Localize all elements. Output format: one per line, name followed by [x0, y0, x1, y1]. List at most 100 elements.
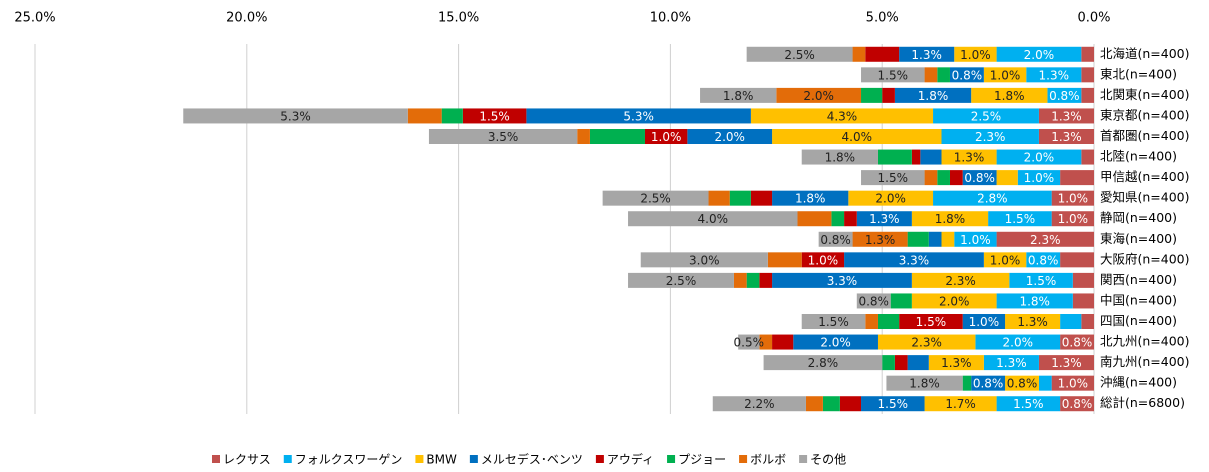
legend-label: ボルボ	[750, 453, 786, 467]
data-label: 0.8%	[952, 68, 983, 82]
bar-segment	[949, 170, 963, 186]
bar-segment	[750, 108, 934, 124]
data-label: 2.3%	[975, 130, 1006, 144]
legend-label: フォルクスワーゲン	[295, 453, 403, 467]
bar-segment	[907, 355, 929, 371]
legend-swatch	[415, 455, 424, 463]
bar-segment	[861, 67, 925, 83]
bar-segment	[933, 108, 1039, 124]
bar-segment	[1047, 87, 1082, 103]
bar-segment	[729, 190, 751, 206]
bar-segment	[640, 252, 768, 268]
data-label: 1.8%	[825, 151, 856, 165]
category-label: 中国(n=400)	[1100, 292, 1177, 307]
data-label: 1.8%	[935, 212, 966, 226]
bar-segment	[924, 396, 997, 412]
x-tick-label: 15.0%	[438, 11, 479, 26]
legend-label: その他	[810, 453, 846, 467]
data-label: 1.3%	[1051, 130, 1082, 144]
bar-segment	[856, 211, 912, 227]
bar-segment	[954, 231, 997, 247]
data-label: 0.8%	[1007, 377, 1038, 391]
bar-segment	[877, 314, 900, 329]
data-label: 1.8%	[1019, 294, 1050, 308]
bar-segment	[996, 293, 1073, 309]
category-label: 北海道(n=400)	[1100, 46, 1190, 61]
bar-segment	[831, 211, 845, 227]
legend-swatch	[283, 455, 292, 463]
bar-segment	[1017, 170, 1061, 186]
category-label: 南九州(n=400)	[1100, 354, 1190, 369]
data-label: 1.0%	[1058, 192, 1089, 206]
bar-segment	[1038, 375, 1052, 391]
data-label: 1.0%	[969, 315, 1000, 329]
bar-segment	[772, 129, 942, 144]
category-label: 甲信越(n=400)	[1100, 169, 1190, 184]
data-label: 0.8%	[858, 294, 889, 308]
bar-segment	[996, 396, 1061, 412]
data-label: 1.5%	[1026, 274, 1057, 288]
bar-segment	[996, 231, 1094, 247]
bar-segment	[763, 355, 883, 371]
category-label: 大阪府(n=400)	[1100, 251, 1190, 266]
bar-segment	[911, 272, 1010, 288]
bar-segment	[577, 129, 590, 144]
bar-segment	[852, 231, 908, 247]
bar-segment	[1051, 190, 1094, 206]
bar-segment	[899, 46, 955, 62]
bar-segment	[962, 170, 997, 186]
bar-segment	[848, 190, 934, 206]
legend-swatch	[469, 455, 478, 463]
bar-segment	[949, 67, 984, 83]
bar-segment	[441, 108, 463, 124]
bar-segment	[1005, 375, 1039, 391]
bar-segment	[928, 355, 984, 371]
legend-label: レクサス	[223, 453, 271, 467]
legend-label: BMW	[426, 453, 457, 467]
category-label: 関西(n=400)	[1100, 272, 1177, 287]
bar-segment	[738, 334, 760, 350]
bar-segment	[1038, 108, 1094, 124]
bar-segment	[1038, 355, 1094, 371]
legend-label: メルセデス･ベンツ	[481, 452, 583, 467]
bar-segment	[941, 231, 955, 247]
bar-segment	[428, 129, 578, 144]
bar-segment	[844, 252, 984, 268]
data-label: 2.0%	[803, 89, 834, 103]
legend-swatch	[799, 455, 808, 463]
bar-segment	[602, 190, 709, 206]
bar-segment	[1060, 314, 1082, 329]
category-label: 北九州(n=400)	[1100, 334, 1190, 349]
bar-segment	[805, 396, 823, 412]
bar-segment	[890, 293, 912, 309]
bar-segment	[996, 46, 1082, 62]
data-label: 2.0%	[1003, 336, 1034, 350]
data-label: 1.0%	[1058, 212, 1089, 226]
bar-segment	[861, 396, 925, 412]
data-label: 2.3%	[945, 274, 976, 288]
data-label: 3.3%	[827, 274, 858, 288]
bar-segment	[894, 87, 972, 103]
x-tick-label: 5.0%	[866, 11, 899, 26]
bar-segment	[1072, 272, 1094, 288]
data-label: 2.8%	[808, 356, 839, 370]
category-label: 首都圏(n=400)	[1100, 128, 1190, 143]
bar-segment	[700, 87, 777, 103]
data-label: 0.8%	[964, 171, 995, 185]
bar-segment	[954, 46, 997, 62]
bar-segment	[801, 314, 866, 329]
category-label: 総計(n=6800)	[1100, 395, 1185, 410]
bar-segment	[920, 149, 942, 165]
x-tick-label: 20.0%	[226, 11, 267, 26]
bar-segment	[628, 272, 734, 288]
data-label: 1.5%	[916, 315, 947, 329]
bar-segment	[924, 170, 938, 186]
bar-segment	[589, 129, 645, 144]
bar-segment	[852, 46, 866, 62]
bar-segment	[941, 129, 1039, 144]
data-label: 2.0%	[820, 336, 851, 350]
x-tick-label: 0.0%	[1077, 11, 1110, 26]
data-label: 0.8%	[1062, 397, 1093, 411]
data-label: 1.8%	[994, 89, 1025, 103]
